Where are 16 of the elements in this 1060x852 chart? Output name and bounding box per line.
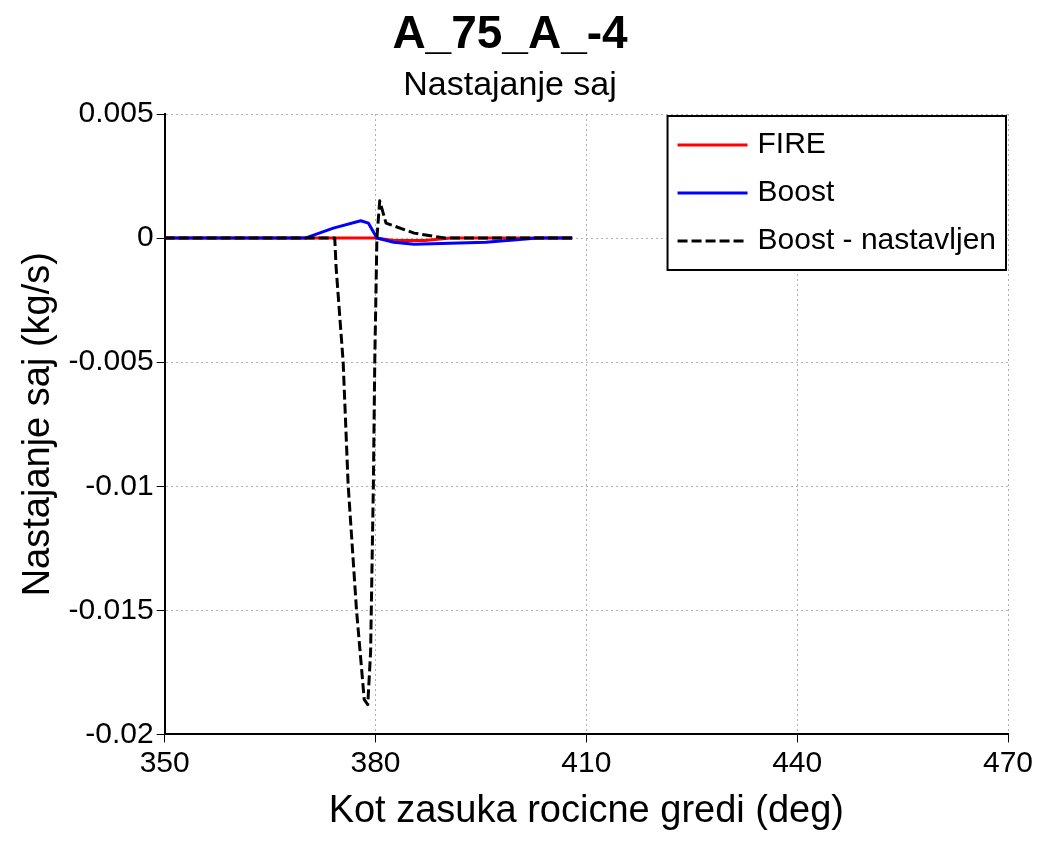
y-tick-label: -0.01 (85, 467, 154, 501)
legend-label: Boost (757, 174, 835, 208)
y-tick-label: 0.005 (78, 95, 154, 129)
x-tick-label: 470 (982, 744, 1034, 778)
x-tick-label: 440 (772, 744, 823, 778)
y-tick-label: 0 (136, 219, 154, 253)
chart-title: A_75_A_-4 (392, 6, 629, 59)
y-axis-title: Nastajanje saj (kg/s) (15, 252, 58, 597)
y-tick-label: -0.015 (68, 591, 154, 625)
x-tick-label: 380 (350, 744, 401, 778)
y-tick-label: -0.005 (68, 343, 154, 377)
chart-subtitle: Nastajanje saj (403, 63, 617, 102)
x-tick-label: 410 (561, 744, 612, 778)
x-axis-title: Kot zasuka rocicne gredi (deg) (328, 787, 845, 830)
legend-label: Boost - nastavljen (757, 222, 997, 256)
legend-label: FIRE (757, 126, 826, 160)
